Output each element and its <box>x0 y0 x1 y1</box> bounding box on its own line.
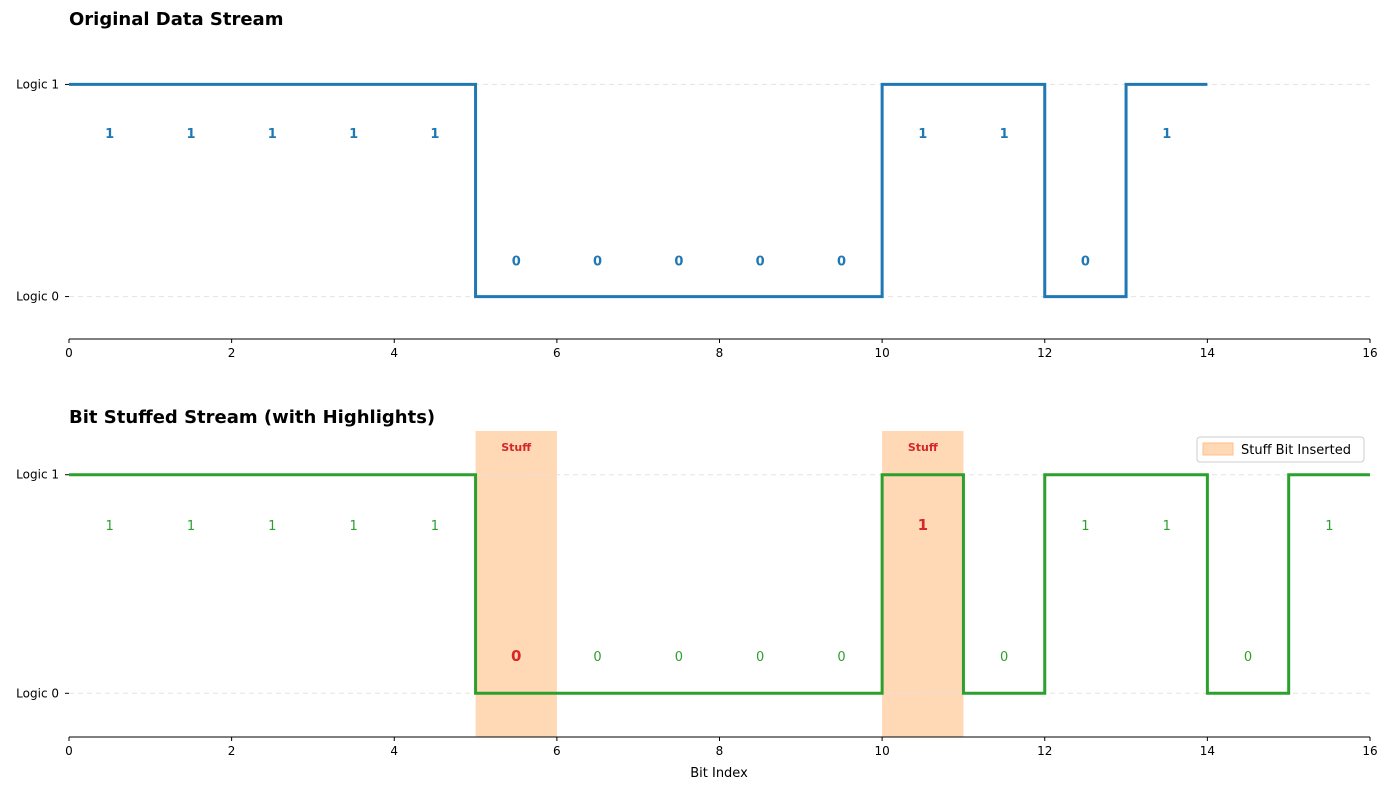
x-tick-label: 4 <box>390 346 398 360</box>
stuff-band-1 <box>882 431 964 737</box>
bit-label: 1 <box>105 127 114 142</box>
legend: Stuff Bit Inserted <box>1196 436 1365 463</box>
x-tick-label: 6 <box>553 744 561 758</box>
x-tick-label: 12 <box>1037 744 1052 758</box>
bit-label: 1 <box>186 127 195 142</box>
grid-original <box>69 83 1370 298</box>
x-tick-label: 16 <box>1362 744 1377 758</box>
signal-line <box>69 82 1208 299</box>
bit-labels-stuffed: 1 1 1 1 1 0 0 0 0 0 1 0 1 1 0 1 <box>106 516 1334 665</box>
bit-label: 0 <box>675 650 683 665</box>
bit-label: 1 <box>349 519 357 534</box>
x-tick-label: 0 <box>65 346 73 360</box>
x-tick-label: 14 <box>1200 744 1215 758</box>
bit-label: 0 <box>756 650 764 665</box>
bit-label: 0 <box>1244 650 1252 665</box>
x-tick-label: 10 <box>874 744 889 758</box>
x-tick-label: 10 <box>874 346 889 360</box>
legend-swatch <box>1202 442 1234 456</box>
x-tick-label: 2 <box>228 346 236 360</box>
bit-label: 1 <box>918 127 927 142</box>
bit-label: 0 <box>593 650 601 665</box>
stuff-band-0 <box>475 431 557 737</box>
x-tick-label: 2 <box>228 744 236 758</box>
bit-label: 0 <box>593 255 602 270</box>
x-tick-label: 4 <box>390 744 398 758</box>
y-tick-label-1: Logic 1 <box>16 468 59 482</box>
bit-label: 0 <box>756 255 765 270</box>
x-axis-original: 0 2 4 6 8 10 12 14 16 <box>65 338 1378 360</box>
stuff-label-1: Stuff <box>908 441 938 454</box>
x-tick-label: 12 <box>1037 346 1052 360</box>
bit-label: 1 <box>431 519 439 534</box>
bit-labels-original: 1 1 1 1 1 0 0 0 0 0 1 1 0 1 <box>105 127 1171 269</box>
bit-label: 1 <box>349 127 358 142</box>
series-stuffed <box>69 473 1370 695</box>
bit-label: 0 <box>1081 255 1090 270</box>
x-tick-label: 8 <box>716 346 724 360</box>
series-original <box>69 82 1208 299</box>
bit-label: 1 <box>268 519 276 534</box>
x-axis-title-stuffed: Bit Index <box>690 766 748 781</box>
chart-title-stuffed: Bit Stuffed Stream (with Highlights) <box>69 407 435 428</box>
stuff-bit-label: 1 <box>918 516 928 534</box>
bit-label: 0 <box>674 255 683 270</box>
x-tick-label: 0 <box>65 744 73 758</box>
chart-title-original: Original Data Stream <box>69 9 283 30</box>
chart-stuffed: Bit Stuffed Stream (with Highlights) Stu… <box>16 407 1377 781</box>
x-tick-label: 6 <box>553 346 561 360</box>
y-tick-label-1: Logic 1 <box>16 77 59 91</box>
bit-label: 0 <box>837 650 845 665</box>
bit-label: 1 <box>268 127 277 142</box>
legend-label: Stuff Bit Inserted <box>1241 443 1351 458</box>
y-tick-label-0: Logic 0 <box>16 686 59 700</box>
bit-label: 0 <box>512 255 521 270</box>
legend-frame <box>1196 436 1365 463</box>
stuff-highlights: Stuff Stuff <box>475 431 964 737</box>
stuff-bit-label: 0 <box>511 647 521 665</box>
bit-label: 1 <box>1325 519 1333 534</box>
signal-line <box>69 473 1370 695</box>
bit-label: 1 <box>1000 127 1009 142</box>
x-axis-stuffed: 0 2 4 6 8 10 12 14 16 <box>65 736 1378 758</box>
bit-label: 0 <box>1000 650 1008 665</box>
stuff-label-0: Stuff <box>501 441 531 454</box>
bit-label: 0 <box>837 255 846 270</box>
bit-label: 1 <box>1163 519 1171 534</box>
grid-stuffed <box>69 474 1370 694</box>
bit-label: 1 <box>430 127 439 142</box>
y-axis-stuffed: Logic 0 Logic 1 <box>16 468 69 700</box>
bit-label: 1 <box>1081 519 1089 534</box>
x-tick-label: 14 <box>1200 346 1215 360</box>
bit-label: 1 <box>1162 127 1171 142</box>
y-tick-label-0: Logic 0 <box>16 290 59 304</box>
x-tick-label: 16 <box>1362 346 1377 360</box>
x-tick-label: 8 <box>716 744 724 758</box>
bit-label: 1 <box>187 519 195 534</box>
bit-label: 1 <box>106 519 114 534</box>
y-axis-original: Logic 0 Logic 1 <box>16 77 69 304</box>
